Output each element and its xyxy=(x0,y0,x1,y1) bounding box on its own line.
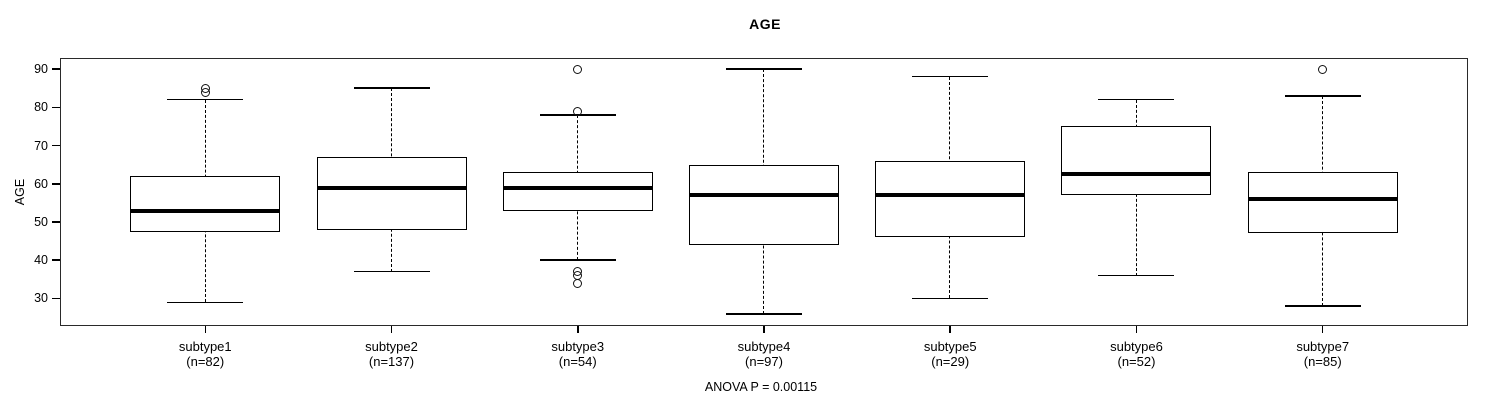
x-tick-label-subtype5: subtype5 (n=29) xyxy=(870,339,1030,369)
median-line xyxy=(130,208,281,213)
lower-whisker-cap xyxy=(539,259,616,261)
iqr-box-subtype4 xyxy=(689,164,839,245)
lower-whisker-cap xyxy=(353,270,430,273)
iqr-box-subtype5 xyxy=(875,160,1026,238)
y-tick-mark xyxy=(52,259,60,261)
x-tick-mark xyxy=(204,326,207,333)
outlier-point xyxy=(573,64,583,74)
iqr-box-subtype2 xyxy=(316,157,467,230)
lower-whisker-cap xyxy=(1284,305,1361,307)
y-tick-mark xyxy=(52,221,60,223)
y-tick-label: 80 xyxy=(34,100,48,115)
lower-whisker-cap xyxy=(167,301,244,304)
x-tick-mark xyxy=(763,326,765,333)
median-line xyxy=(875,193,1026,198)
y-tick-mark xyxy=(52,144,60,147)
group-count-label: (n=52) xyxy=(1117,353,1156,369)
median-line xyxy=(1247,197,1398,202)
group-count-label: (n=82) xyxy=(186,353,225,369)
y-tick-mark xyxy=(52,106,60,109)
x-tick-label-subtype1: subtype1 (n=82) xyxy=(125,339,285,369)
upper-whisker-cap xyxy=(167,98,244,101)
x-tick-mark xyxy=(949,326,951,333)
upper-whisker-cap xyxy=(1098,98,1175,101)
upper-whisker-cap xyxy=(1284,95,1361,97)
iqr-box-subtype7 xyxy=(1247,172,1398,234)
median-line xyxy=(689,193,839,198)
y-tick-label: 40 xyxy=(34,253,48,268)
group-count-label: (n=85) xyxy=(1303,353,1342,369)
group-count-label: (n=97) xyxy=(745,353,783,369)
iqr-box-subtype1 xyxy=(130,176,281,232)
x-tick-label-subtype3: subtype3 (n=54) xyxy=(498,339,658,369)
y-tick-mark xyxy=(52,297,60,300)
group-count-label: (n=54) xyxy=(558,353,597,369)
iqr-box-subtype3 xyxy=(502,172,653,211)
y-tick-label: 60 xyxy=(34,176,48,191)
outlier-point xyxy=(573,278,583,288)
y-tick-label: 70 xyxy=(34,138,48,153)
y-tick-label: 50 xyxy=(34,215,48,229)
outlier-point xyxy=(200,83,210,93)
x-tick-mark xyxy=(577,326,579,333)
group-count-label: (n=29) xyxy=(931,353,970,369)
x-tick-mark xyxy=(1321,326,1324,333)
group-label: subtype6 xyxy=(1110,339,1163,354)
upper-whisker-cap xyxy=(912,75,989,78)
lower-whisker-cap xyxy=(1098,274,1175,277)
y-tick-mark xyxy=(52,183,60,185)
y-tick-label: 90 xyxy=(34,62,48,77)
y-tick-mark xyxy=(52,68,60,70)
outlier-point xyxy=(1318,64,1328,74)
lower-whisker-cap xyxy=(726,313,802,315)
group-count-label: (n=137) xyxy=(368,353,415,369)
group-label: subtype5 xyxy=(923,339,977,354)
median-line xyxy=(1061,172,1212,177)
group-label: subtype3 xyxy=(551,339,605,354)
median-line xyxy=(316,185,467,190)
outlier-point xyxy=(573,106,583,116)
group-label: subtype4 xyxy=(737,339,791,354)
median-line xyxy=(502,185,653,190)
lower-whisker-cap xyxy=(912,297,989,300)
upper-whisker-cap xyxy=(726,68,802,70)
group-label: subtype1 xyxy=(178,339,232,354)
x-tick-mark xyxy=(1135,326,1138,333)
y-tick-label: 30 xyxy=(34,291,48,306)
group-label: subtype2 xyxy=(365,339,418,354)
iqr-box-subtype6 xyxy=(1061,126,1212,196)
x-tick-label-subtype7: subtype7 (n=85) xyxy=(1243,339,1403,369)
x-tick-label-subtype6: subtype6 (n=52) xyxy=(1056,339,1216,369)
chart-title: AGE xyxy=(749,16,781,32)
upper-whisker-cap xyxy=(353,87,430,89)
x-tick-label-subtype4: subtype4 (n=97) xyxy=(684,339,844,369)
anova-p-annotation: ANOVA P = 0.00115 xyxy=(704,380,818,394)
group-label: subtype7 xyxy=(1296,339,1350,354)
x-tick-label-subtype2: subtype2 (n=137) xyxy=(312,339,472,369)
x-tick-mark xyxy=(390,326,393,333)
